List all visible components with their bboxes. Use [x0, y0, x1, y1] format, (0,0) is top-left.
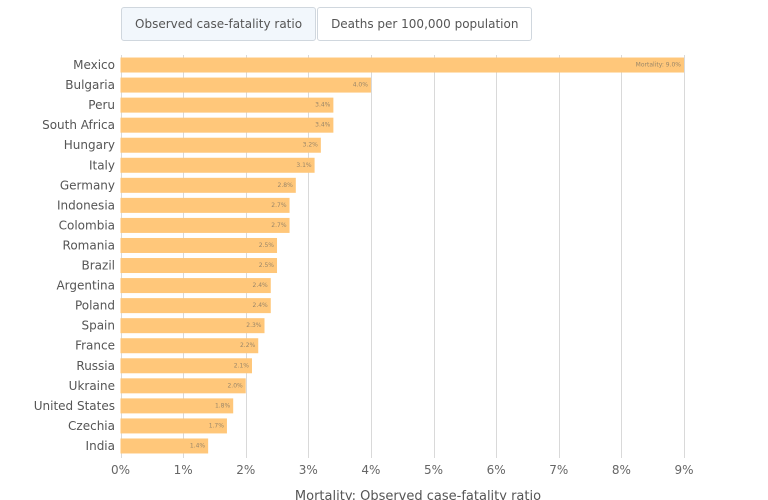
grid-lines — [121, 55, 685, 458]
bar-brazil[interactable] — [120, 258, 278, 274]
category-label: Hungary — [64, 138, 115, 152]
x-tick-label: 0% — [111, 463, 130, 477]
category-label: Colombia — [59, 218, 115, 232]
category-label: Poland — [75, 299, 115, 313]
bar-value-label: 2.4% — [253, 282, 269, 289]
bar-spain[interactable] — [120, 318, 265, 334]
tab-observed-case-fatality-ratio[interactable]: Observed case-fatality ratio — [121, 7, 317, 41]
bar-value-label: 2.5% — [259, 242, 275, 249]
bar-value-label: 2.0% — [227, 382, 243, 389]
x-tick-label: 5% — [424, 463, 443, 477]
bar-peru[interactable] — [120, 97, 334, 113]
bar-value-label: 2.7% — [271, 222, 287, 229]
category-label: France — [75, 339, 115, 353]
bar-value-label: 3.4% — [315, 122, 331, 129]
category-label: Germany — [60, 178, 115, 192]
category-label: Russia — [76, 359, 115, 373]
category-label: Bulgaria — [65, 78, 115, 92]
x-tick-label: 4% — [361, 463, 380, 477]
category-label: Czechia — [68, 419, 115, 433]
x-axis-ticks: 0% 1% 2% 3% 4% 5% 6% 7% 8% 9% — [111, 463, 694, 477]
bar-value-label: 2.7% — [271, 202, 287, 209]
bar-value-label: 2.3% — [246, 322, 262, 329]
bars: Mortality: 9.0% 4.0% 3.4% 3.4% 3.2% 3.1% 2.8% 2… — [120, 57, 685, 454]
bar-indonesia[interactable] — [120, 197, 290, 213]
x-tick-label: 9% — [674, 463, 693, 477]
metric-tabs: Observed case-fatality ratio Deaths per … — [121, 7, 533, 41]
bar-value-label: 2.2% — [240, 342, 256, 349]
bar-france[interactable] — [120, 338, 259, 354]
category-label: Romania — [63, 238, 115, 252]
bar-czechia[interactable] — [120, 418, 227, 434]
category-label: Italy — [89, 158, 115, 172]
category-label: Indonesia — [57, 198, 115, 212]
category-label: Ukraine — [69, 379, 115, 393]
x-tick-label: 7% — [549, 463, 568, 477]
category-label: South Africa — [42, 118, 115, 132]
category-label: Peru — [88, 98, 115, 112]
tab-deaths-per-100000[interactable]: Deaths per 100,000 population — [317, 7, 533, 41]
bar-value-label: 2.5% — [259, 262, 275, 269]
bar-india[interactable] — [120, 438, 209, 454]
x-tick-label: 3% — [299, 463, 318, 477]
bar-value-label: 3.2% — [303, 142, 319, 149]
category-label: India — [86, 439, 115, 453]
x-axis-title: Mortality: Observed case-fatality ratio — [295, 489, 541, 500]
category-label: United States — [34, 399, 115, 413]
bar-romania[interactable] — [120, 237, 278, 253]
bar-mexico[interactable] — [120, 57, 685, 73]
bar-ukraine[interactable] — [120, 378, 246, 394]
bar-value-label: 2.8% — [278, 182, 294, 189]
x-tick-label: 6% — [487, 463, 506, 477]
bar-bulgaria[interactable] — [120, 77, 371, 93]
bar-value-label: 4.0% — [353, 82, 369, 89]
bar-value-label: 1.7% — [209, 422, 225, 429]
bar-colombia[interactable] — [120, 217, 290, 233]
bar-value-label: 3.1% — [296, 162, 312, 169]
category-label: Mexico — [73, 58, 115, 72]
bar-value-label: 2.4% — [253, 302, 269, 309]
bar-value-label: 2.1% — [234, 362, 250, 369]
bar-value-label: 3.4% — [315, 102, 331, 109]
category-labels: Mexico Bulgaria Peru South Africa Hungary Ita… — [34, 58, 115, 453]
bar-poland[interactable] — [120, 298, 271, 314]
bar-value-label: Mortality: 9.0% — [636, 62, 682, 69]
category-label: Brazil — [82, 259, 116, 273]
category-label: Argentina — [56, 279, 115, 293]
bar-south-africa[interactable] — [120, 117, 334, 133]
bar-value-label: 1.8% — [215, 402, 231, 409]
x-tick-label: 2% — [236, 463, 255, 477]
x-tick-label: 1% — [174, 463, 193, 477]
bar-argentina[interactable] — [120, 278, 271, 294]
bar-germany[interactable] — [120, 177, 296, 193]
bar-hungary[interactable] — [120, 137, 321, 153]
x-tick-label: 8% — [612, 463, 631, 477]
bar-value-label: 1.4% — [190, 442, 206, 449]
category-label: Spain — [81, 319, 115, 333]
bar-united-states[interactable] — [120, 398, 234, 414]
bar-russia[interactable] — [120, 358, 252, 374]
bar-italy[interactable] — [120, 157, 315, 173]
